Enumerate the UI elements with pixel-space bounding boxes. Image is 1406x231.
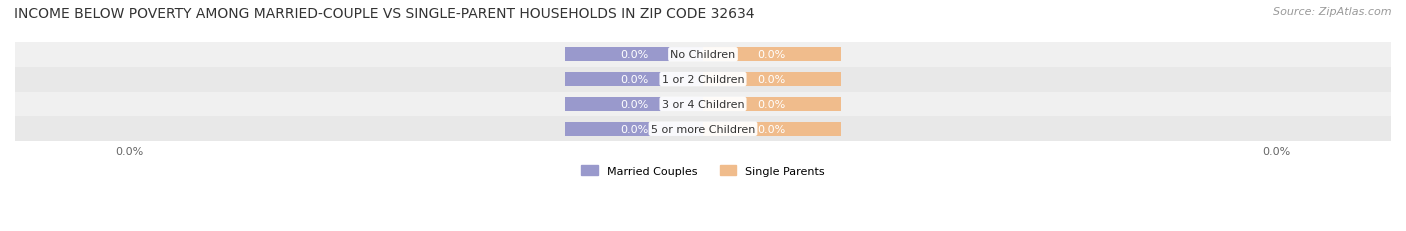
Text: Source: ZipAtlas.com: Source: ZipAtlas.com [1274,7,1392,17]
Bar [703,73,841,87]
Bar [565,73,703,87]
Bar [703,98,841,111]
Text: 1 or 2 Children: 1 or 2 Children [662,75,744,85]
Text: 0.0%: 0.0% [758,124,786,134]
Bar [703,48,841,62]
Bar [565,98,703,111]
Text: 0.0%: 0.0% [620,100,648,109]
Text: 5 or more Children: 5 or more Children [651,124,755,134]
Legend: Married Couples, Single Parents: Married Couples, Single Parents [576,161,830,181]
Bar [15,92,1391,117]
Bar [15,117,1391,142]
Bar [703,122,841,136]
Text: 0.0%: 0.0% [758,75,786,85]
Text: 0.0%: 0.0% [758,100,786,109]
Bar [565,48,703,62]
Bar [15,67,1391,92]
Text: 0.0%: 0.0% [620,124,648,134]
Text: No Children: No Children [671,50,735,60]
Text: INCOME BELOW POVERTY AMONG MARRIED-COUPLE VS SINGLE-PARENT HOUSEHOLDS IN ZIP COD: INCOME BELOW POVERTY AMONG MARRIED-COUPL… [14,7,755,21]
Bar [15,43,1391,67]
Text: 0.0%: 0.0% [620,50,648,60]
Text: 0.0%: 0.0% [620,75,648,85]
Bar [565,122,703,136]
Text: 3 or 4 Children: 3 or 4 Children [662,100,744,109]
Text: 0.0%: 0.0% [758,50,786,60]
